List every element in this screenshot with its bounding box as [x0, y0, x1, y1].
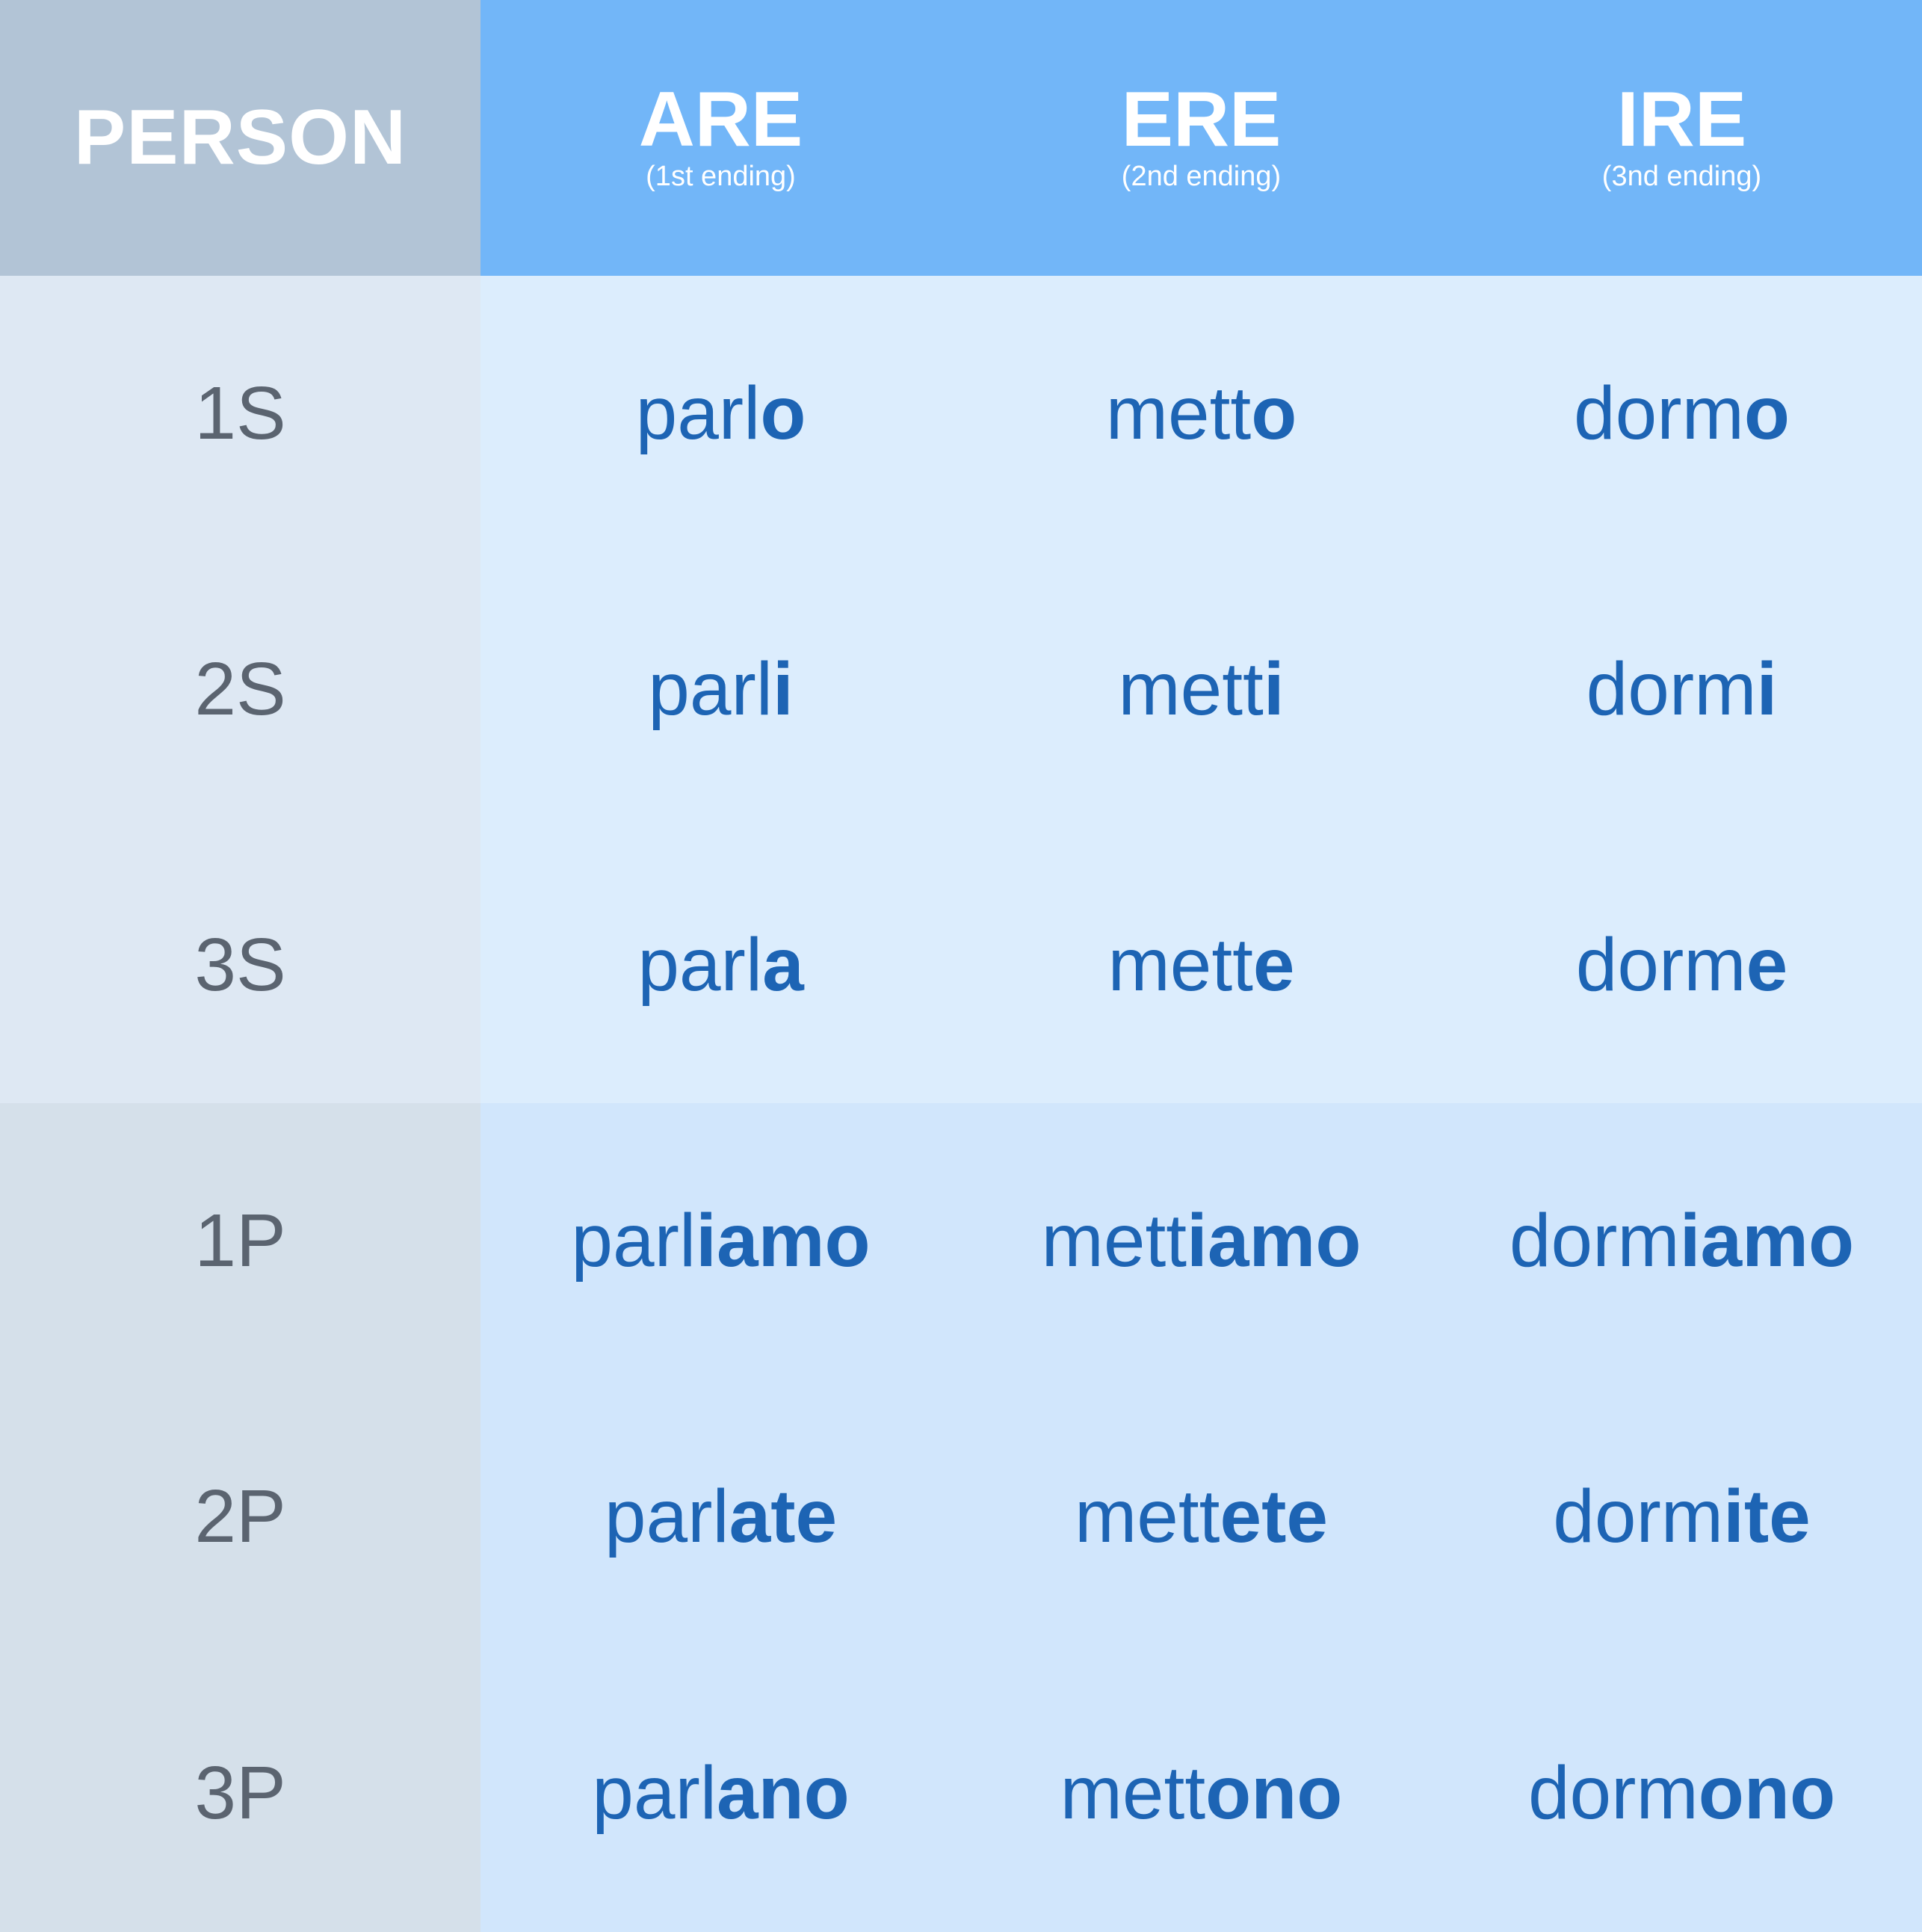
- form-cell: parli: [480, 552, 961, 827]
- header-person-label: PERSON: [73, 94, 407, 181]
- verb-form: mettono: [1060, 1750, 1343, 1836]
- verb-ending: o: [1743, 371, 1790, 455]
- verb-stem: dorm: [1586, 647, 1757, 731]
- verb-ending: o: [1251, 371, 1297, 455]
- verb-stem: parl: [571, 1199, 696, 1283]
- verb-stem: parl: [592, 1751, 717, 1835]
- person-label: 2S: [194, 647, 286, 731]
- verb-ending: ite: [1723, 1475, 1811, 1558]
- form-cell: parliamo: [480, 1103, 961, 1379]
- form-cell: mettete: [961, 1379, 1442, 1655]
- verb-stem: parl: [635, 371, 761, 455]
- verb-form: dormono: [1528, 1750, 1835, 1836]
- person-label: 3P: [194, 1751, 286, 1835]
- header-are-cell: ARE (1st ending): [480, 0, 961, 276]
- verb-stem: parl: [637, 923, 763, 1007]
- verb-stem: dorm: [1574, 371, 1744, 455]
- form-cell: parlo: [480, 276, 961, 552]
- verb-stem: mett: [1105, 371, 1252, 455]
- verb-form: dormi: [1586, 646, 1778, 732]
- form-cell: dormono: [1442, 1655, 1922, 1932]
- person-label: 1S: [194, 371, 286, 455]
- form-cell: mettono: [961, 1655, 1442, 1932]
- header-ire-title: IRE: [1616, 75, 1747, 163]
- header-are-title: ARE: [638, 75, 803, 163]
- person-cell-2s: 2S: [0, 552, 480, 827]
- verb-form: parlano: [592, 1750, 850, 1836]
- verb-form: dormo: [1574, 371, 1790, 457]
- form-cell: dormite: [1442, 1379, 1922, 1655]
- verb-ending: ono: [1698, 1751, 1836, 1835]
- header-ere-cell: ERE (2nd ending): [961, 0, 1442, 276]
- header-ire-cell: IRE (3nd ending): [1442, 0, 1922, 276]
- verb-form: dorme: [1576, 922, 1787, 1008]
- form-cell: metto: [961, 276, 1442, 552]
- form-cell: mettiamo: [961, 1103, 1442, 1379]
- verb-ending: ano: [716, 1751, 850, 1835]
- person-label: 1P: [194, 1199, 286, 1283]
- verb-stem: dorm: [1575, 923, 1746, 1007]
- verb-form: dormite: [1553, 1474, 1811, 1560]
- verb-ending: i: [772, 647, 794, 731]
- form-cell: metti: [961, 552, 1442, 827]
- form-cell: parlano: [480, 1655, 961, 1932]
- person-cell-1p: 1P: [0, 1103, 480, 1379]
- verb-stem: mett: [1060, 1751, 1206, 1835]
- verb-stem: parl: [604, 1475, 729, 1558]
- header-ere-subtitle: (2nd ending): [1121, 160, 1282, 192]
- header-person-cell: PERSON: [0, 0, 480, 276]
- person-cell-1s: 1S: [0, 276, 480, 552]
- verb-stem: mett: [1074, 1475, 1220, 1558]
- form-cell: parlate: [480, 1379, 961, 1655]
- verb-stem: mett: [1118, 647, 1264, 731]
- verb-form: mettete: [1075, 1474, 1328, 1560]
- verb-ending: ono: [1205, 1751, 1343, 1835]
- person-cell-2p: 2P: [0, 1379, 480, 1655]
- header-are-subtitle: (1st ending): [646, 160, 796, 192]
- header-ere-title: ERE: [1121, 75, 1282, 163]
- form-cell: dormiamo: [1442, 1103, 1922, 1379]
- verb-stem: dorm: [1527, 1751, 1699, 1835]
- verb-ending: a: [762, 923, 804, 1007]
- form-cell: dorme: [1442, 827, 1922, 1103]
- verb-ending: iamo: [1679, 1199, 1855, 1283]
- verb-stem: dorm: [1509, 1199, 1680, 1283]
- header-ire-subtitle: (3nd ending): [1601, 160, 1762, 192]
- verb-form: dormiamo: [1510, 1198, 1854, 1284]
- verb-form: parlo: [636, 371, 806, 457]
- verb-stem: parl: [648, 647, 773, 731]
- verb-form: parli: [648, 646, 794, 732]
- verb-form: mette: [1107, 922, 1294, 1008]
- person-cell-3p: 3P: [0, 1655, 480, 1932]
- form-cell: dormo: [1442, 276, 1922, 552]
- verb-form: metti: [1118, 646, 1284, 732]
- verb-ending: ate: [729, 1475, 838, 1558]
- verb-ending: i: [1756, 647, 1778, 731]
- verb-stem: mett: [1107, 923, 1253, 1007]
- verb-ending: e: [1746, 923, 1788, 1007]
- verb-ending: iamo: [696, 1199, 871, 1283]
- verb-stem: dorm: [1553, 1475, 1724, 1558]
- person-label: 2P: [194, 1475, 286, 1558]
- person-cell-3s: 3S: [0, 827, 480, 1103]
- verb-ending: iamo: [1187, 1199, 1362, 1283]
- form-cell: mette: [961, 827, 1442, 1103]
- verb-ending: ete: [1220, 1475, 1328, 1558]
- verb-form: parlate: [605, 1474, 837, 1560]
- verb-stem: mett: [1041, 1199, 1187, 1283]
- form-cell: dormi: [1442, 552, 1922, 827]
- verb-ending: e: [1252, 923, 1295, 1007]
- person-label: 3S: [194, 923, 286, 1007]
- verb-form: mettiamo: [1042, 1198, 1362, 1284]
- verb-form: metto: [1106, 371, 1297, 457]
- verb-form: parliamo: [571, 1198, 870, 1284]
- verb-form: parla: [637, 922, 803, 1008]
- verb-ending: o: [760, 371, 806, 455]
- form-cell: parla: [480, 827, 961, 1103]
- verb-ending: i: [1263, 647, 1285, 731]
